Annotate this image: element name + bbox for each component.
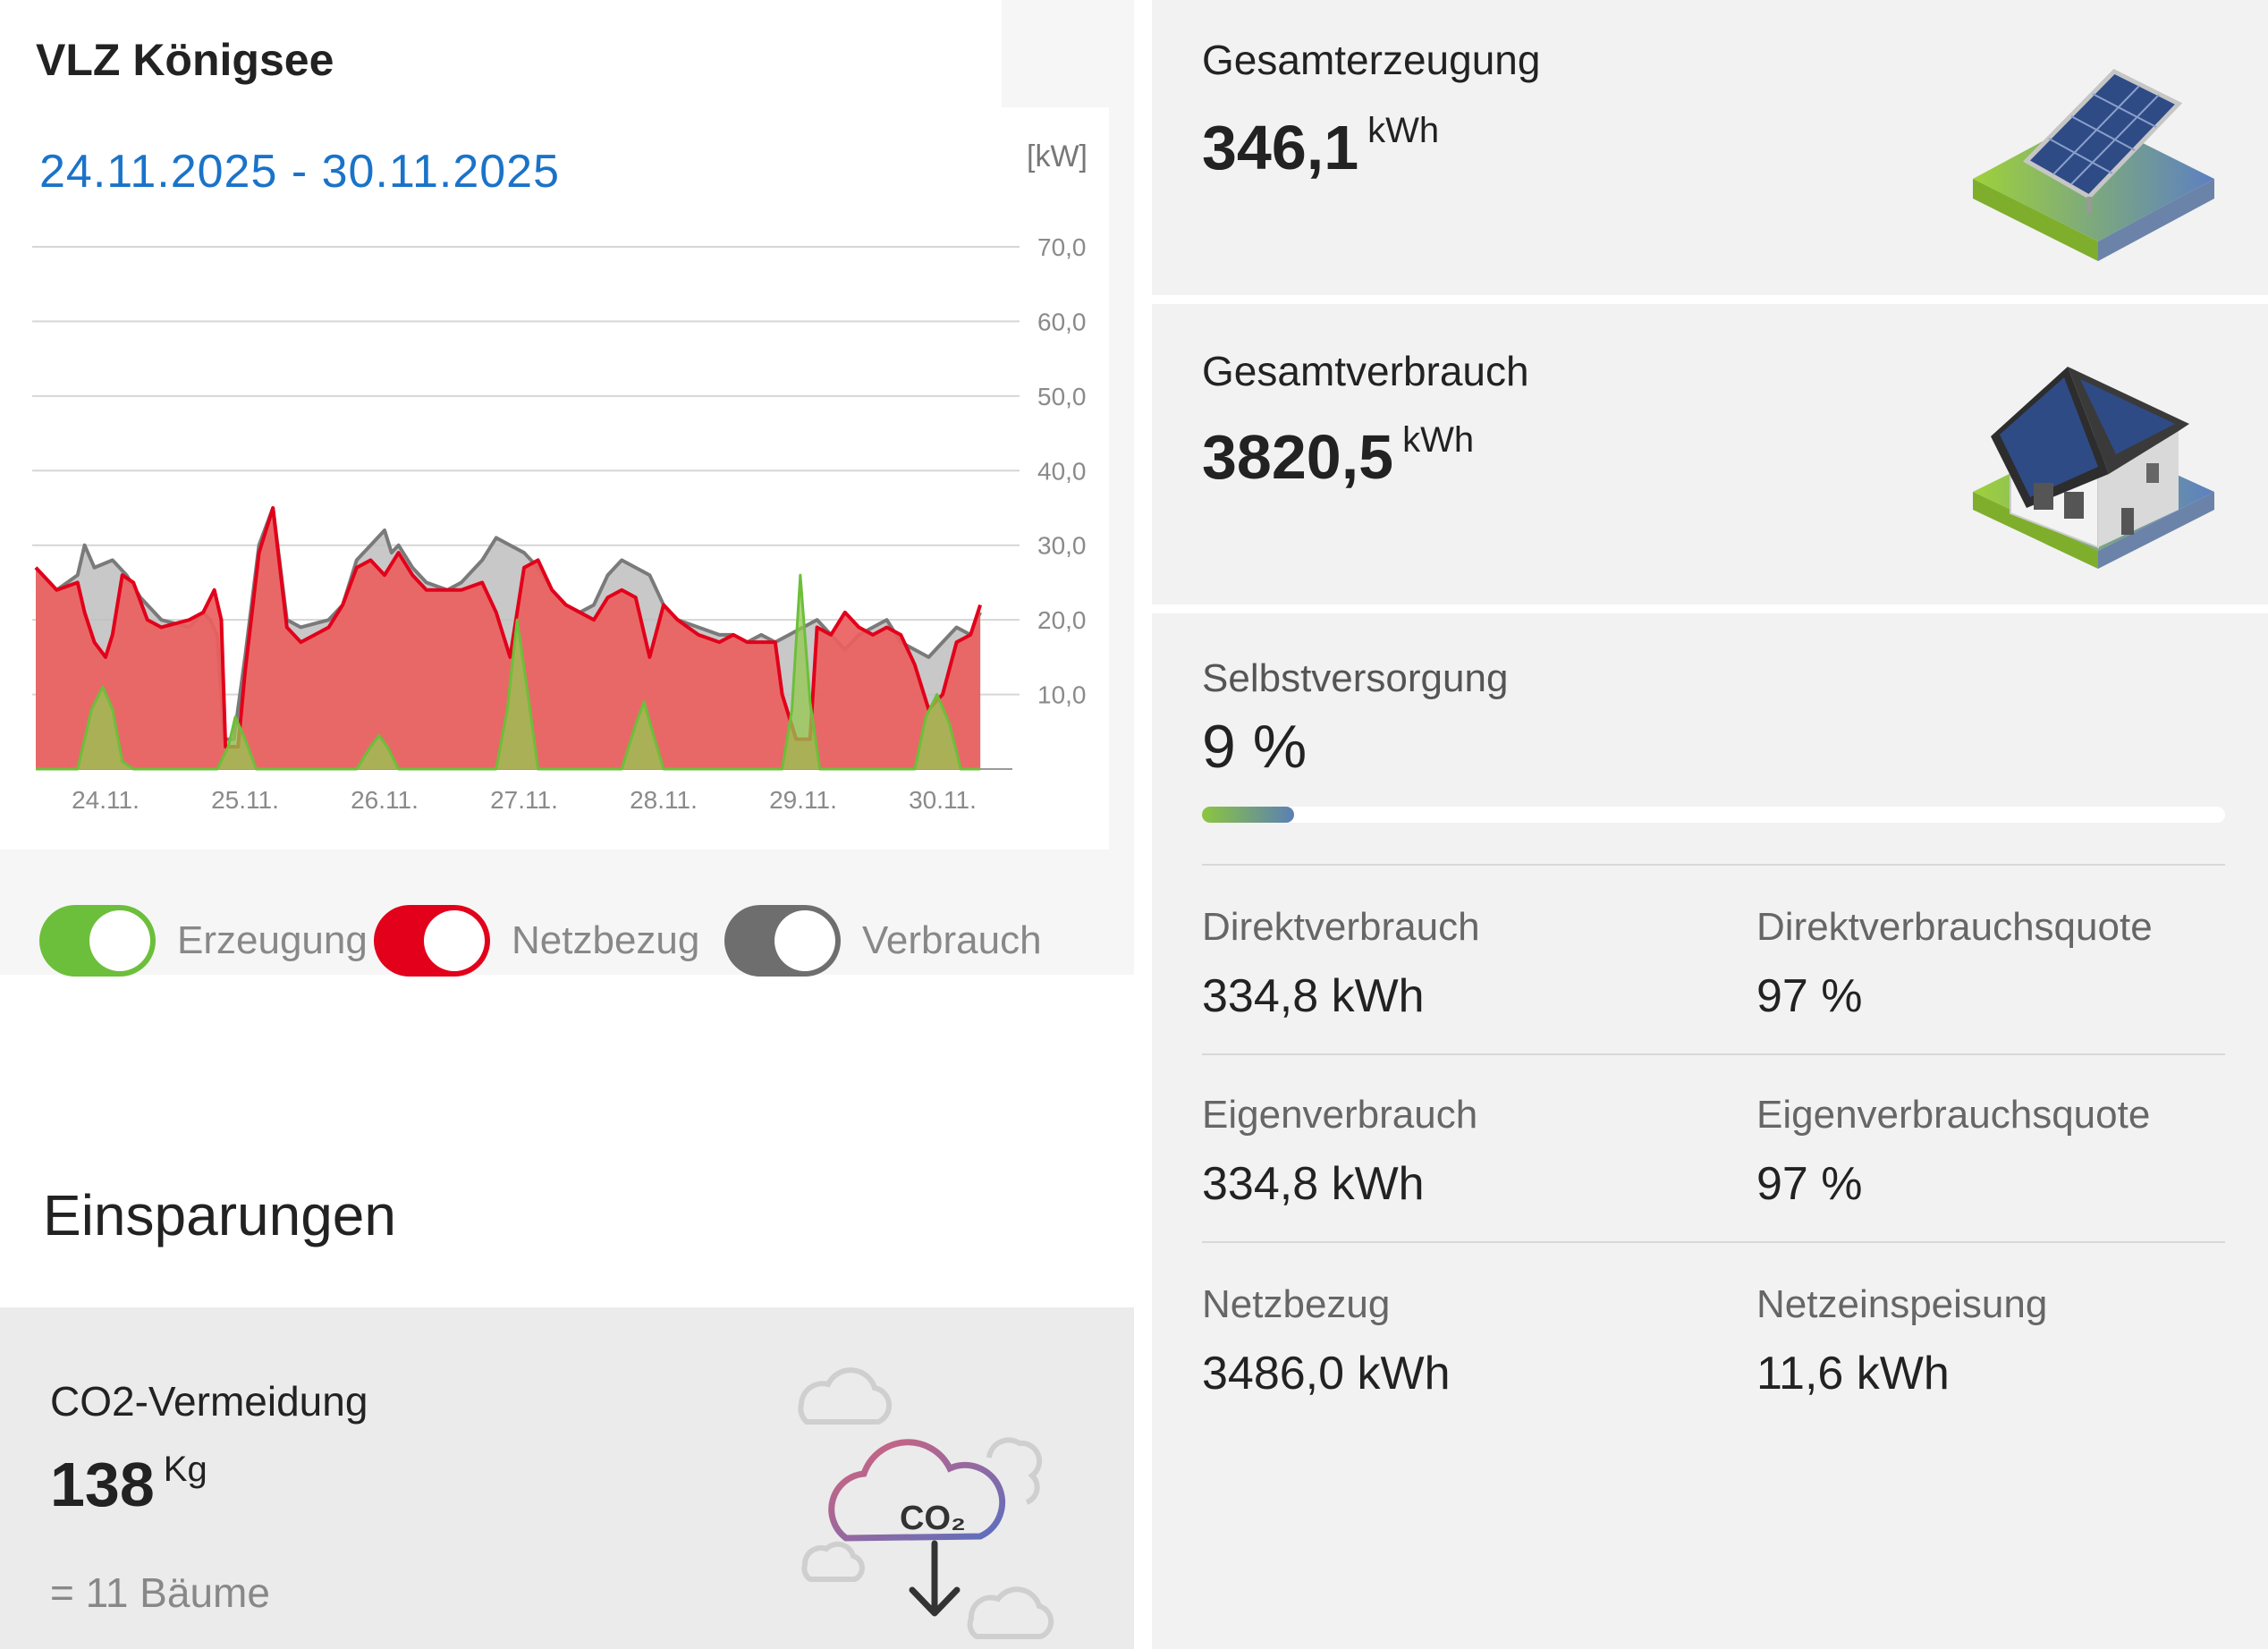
toggle-netzbezug[interactable]: Netzbezug — [374, 903, 699, 978]
direct-rate-label: Direktverbrauchsquote — [1756, 905, 2153, 949]
y-tick-label: 30,0 — [1037, 532, 1087, 560]
consumption-number: 3820,5 — [1202, 422, 1394, 492]
savings-heading: Einsparungen — [43, 1183, 396, 1247]
spacer-area — [0, 975, 1134, 1307]
y-tick-label: 20,0 — [1037, 606, 1087, 634]
toggle-label: Verbrauch — [862, 918, 1042, 962]
co2-cloud-icon: CO₂ — [798, 1367, 1054, 1639]
x-axis-labels: 24.11. 25.11. 26.11. 27.11. 28.11. 29.11. 30.1… — [72, 786, 977, 814]
tree-equivalent: = 11 Bäume — [50, 1569, 270, 1616]
date-range-selector[interactable]: 24.11.2025 - 30.11.2025 — [39, 146, 560, 198]
co2-icon-text: CO₂ — [900, 1500, 966, 1537]
series-area-netzbezug — [36, 508, 981, 769]
card-separator — [1152, 295, 2268, 304]
y-tick-label: 40,0 — [1037, 457, 1087, 485]
netzbezug-switch[interactable] — [374, 905, 490, 977]
self-supply-value: 9 % — [1202, 713, 1307, 781]
toggle-verbrauch[interactable]: Verbrauch — [724, 903, 1042, 978]
series-area-erzeugung — [36, 575, 981, 769]
consumption-value: 3820,5 kWh — [1202, 420, 1474, 493]
divider — [1202, 864, 2225, 866]
chart-series — [34, 506, 983, 771]
grid-feed-in-label: Netzeinspeisung — [1756, 1282, 2048, 1326]
y-tick-label: 70,0 — [1037, 233, 1087, 261]
series-line-netzbezug — [34, 506, 983, 748]
x-tick-label: 29.11. — [769, 786, 837, 814]
self-supply-progress-bar — [1202, 807, 2225, 823]
y-tick-label: 10,0 — [1037, 681, 1087, 709]
y-axis-unit: [kW] — [1027, 140, 1087, 173]
x-tick-label: 25.11. — [211, 786, 279, 814]
solar-panel-icon — [1973, 68, 2214, 261]
series-toggles: Erzeugung Netzbezug Verbrauch — [39, 903, 1113, 984]
grid-feed-in-value: 11,6 kWh — [1756, 1348, 1950, 1400]
production-value: 346,1 kWh — [1202, 111, 1439, 183]
own-consumption-label: Eigenverbrauch — [1202, 1093, 1478, 1137]
co2-title: CO2-Vermeidung — [50, 1378, 368, 1425]
toggle-label: Netzbezug — [512, 918, 700, 962]
card-separator — [1152, 605, 2268, 613]
consumption-card[interactable]: Gesamtverbrauch 3820,5 kWh — [1152, 304, 2268, 605]
series-line-erzeugung — [36, 573, 981, 771]
consumption-label: Gesamtverbrauch — [1202, 348, 1529, 394]
co2-card — [0, 1307, 1134, 1649]
self-supply-progress-fill — [1202, 807, 1294, 823]
toggle-erzeugung[interactable]: Erzeugung — [39, 903, 368, 978]
own-consumption-value: 334,8 kWh — [1202, 1158, 1425, 1210]
production-number: 346,1 — [1202, 113, 1359, 182]
grid-import-value: 3486,0 kWh — [1202, 1348, 1451, 1400]
direct-consumption-label: Direktverbrauch — [1202, 905, 1480, 949]
y-tick-label: 60,0 — [1037, 308, 1087, 335]
co2-number: 138 — [50, 1450, 155, 1519]
x-tick-label: 28.11. — [630, 786, 698, 814]
title-bar — [0, 0, 1002, 107]
co2-unit: Kg — [163, 1450, 207, 1489]
verbrauch-switch[interactable] — [724, 905, 841, 977]
panel-divider — [1134, 0, 1152, 1649]
co2-value: 138 Kg — [50, 1449, 207, 1520]
divider — [1202, 1053, 2225, 1055]
x-tick-label: 30.11. — [909, 786, 977, 814]
x-tick-label: 26.11. — [351, 786, 419, 814]
x-tick-label: 24.11. — [72, 786, 140, 814]
grid-import-label: Netzbezug — [1202, 1282, 1391, 1326]
production-card[interactable]: Gesamterzeugung 346,1 kWh — [1152, 0, 2268, 295]
production-unit: kWh — [1367, 111, 1440, 150]
production-label: Gesamterzeugung — [1202, 37, 1541, 83]
erzeugung-switch[interactable] — [39, 905, 156, 977]
y-tick-label: 50,0 — [1037, 383, 1087, 410]
toggle-label: Erzeugung — [177, 918, 368, 962]
own-rate-value: 97 % — [1756, 1158, 1863, 1210]
divider — [1202, 1241, 2225, 1243]
direct-consumption-value: 334,8 kWh — [1202, 970, 1425, 1022]
power-chart[interactable]: 70,0 60,0 50,0 40,0 30,0 20,0 10,0 24.11. 25.11… — [0, 215, 1134, 823]
own-rate-label: Eigenverbrauchsquote — [1756, 1093, 2151, 1137]
x-tick-label: 27.11. — [490, 786, 558, 814]
direct-rate-value: 97 % — [1756, 970, 1863, 1022]
self-supply-label: Selbstversorgung — [1202, 656, 1509, 700]
house-icon — [1973, 367, 2214, 569]
page-title: VLZ Königsee — [36, 35, 334, 85]
consumption-unit: kWh — [1402, 420, 1475, 460]
